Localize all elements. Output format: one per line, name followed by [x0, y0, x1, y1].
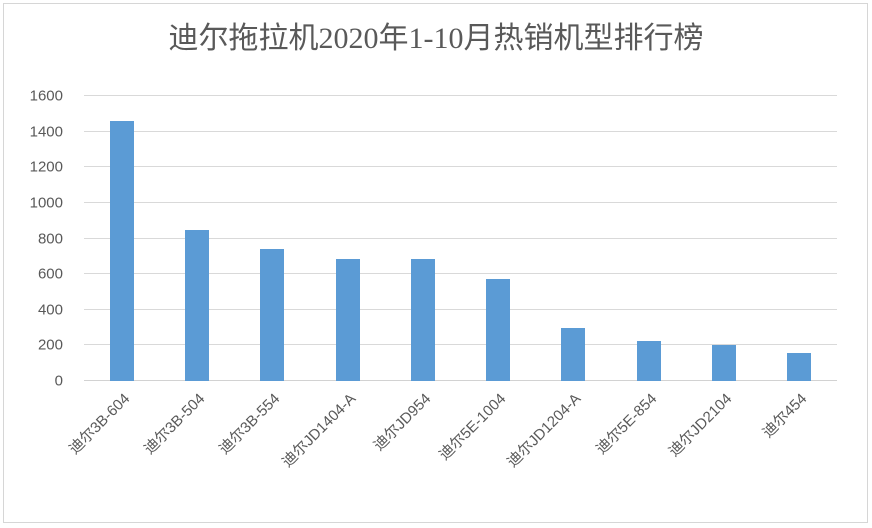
bar	[561, 327, 586, 381]
x-axis-category-label: 迪尔3B-554	[216, 390, 284, 458]
bar	[486, 279, 511, 381]
gridline	[84, 237, 837, 239]
gridline	[84, 273, 837, 275]
chart-title: 迪尔拖拉机2020年1-10月热销机型排行榜	[168, 22, 704, 55]
gridline	[84, 308, 837, 310]
gridline	[84, 95, 837, 96]
y-axis-tick-label: 1600	[29, 87, 63, 105]
x-axis-category-label: 迪尔JD2104	[665, 390, 736, 461]
y-axis-tick-label: 600	[37, 265, 63, 283]
bar	[410, 258, 435, 381]
y-axis-tick-label: 1200	[29, 158, 63, 176]
x-axis-category-label: 迪尔3B-504	[140, 390, 209, 458]
gridline	[84, 166, 837, 168]
x-axis-category-label: 迪尔JD954	[370, 390, 435, 455]
x-axis-category-label: 迪尔5E-1004	[436, 390, 510, 464]
x-axis: 迪尔3B-604 迪尔3B-504 迪尔3B-554 迪尔JD1404-A 迪尔JD95…	[66, 389, 837, 524]
gridline	[84, 130, 837, 132]
y-axis: 0 200 400 600 800 1000 1200 1400 1600	[0, 89, 70, 389]
bar	[787, 352, 812, 381]
x-axis-category-label: 迪尔3B-604	[65, 390, 133, 458]
bar	[335, 258, 360, 381]
x-axis-category-label: 迪尔JD1404-A	[278, 390, 359, 471]
y-axis-tick-label: 1400	[29, 123, 63, 141]
bar	[712, 345, 737, 381]
gridline	[84, 201, 837, 203]
bar	[260, 249, 285, 381]
bar	[184, 229, 209, 381]
plot-area	[84, 95, 837, 381]
y-axis-tick-label: 800	[37, 230, 63, 247]
y-axis-tick-label: 0	[54, 372, 63, 390]
x-axis-category-label: 迪尔JD1204-A	[504, 390, 585, 471]
x-axis-category-label: 迪尔5E-854	[592, 390, 661, 458]
y-axis-tick-label: 1000	[29, 194, 63, 212]
y-axis-tick-label: 400	[37, 301, 63, 319]
bar	[636, 340, 661, 381]
gridline	[84, 344, 837, 346]
x-axis-category-label: 迪尔454	[759, 390, 811, 442]
y-axis-tick-label: 200	[37, 336, 63, 354]
bar	[109, 120, 134, 381]
x-axis-line	[84, 380, 837, 381]
